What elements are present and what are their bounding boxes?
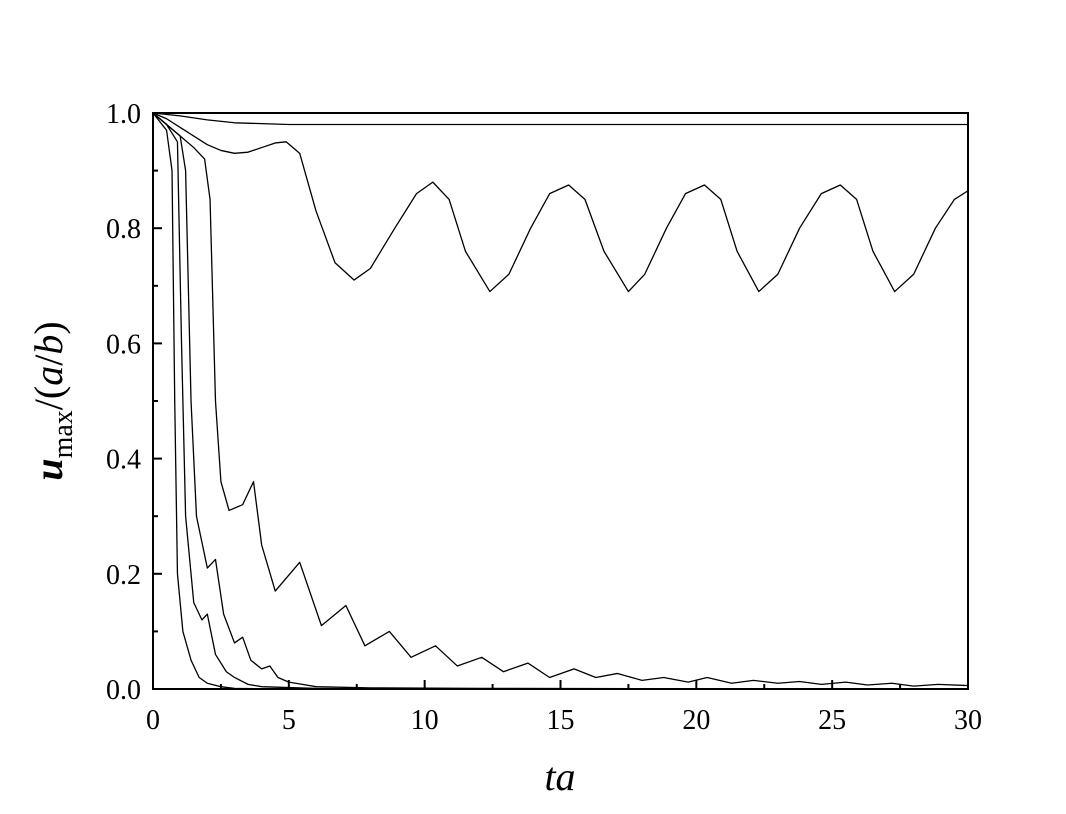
x-tick-label: 5 (282, 705, 296, 736)
y-axis-label: umax/(a/b) (26, 321, 79, 480)
y-tick-label: 0.4 (106, 445, 141, 476)
y-axis-label-part: / (26, 354, 71, 366)
y-tick-label: 0.6 (106, 329, 141, 360)
data-line (152, 112, 969, 687)
y-tick-label: 0.2 (106, 560, 141, 591)
data-line (152, 112, 969, 293)
y-axis-label-part: a (26, 366, 71, 386)
x-tick-label: 0 (146, 705, 160, 736)
x-tick-label: 15 (547, 705, 575, 736)
y-axis-label-part: /( (26, 386, 71, 410)
x-tick-label: 10 (411, 705, 439, 736)
data-line (152, 112, 969, 690)
plot-frame (152, 112, 969, 690)
y-axis-label-part: max (48, 410, 79, 458)
data-line (152, 112, 968, 126)
y-axis-label-part: ) (26, 321, 71, 334)
y-tick-label: 1.0 (106, 99, 141, 130)
x-tick-label: 30 (954, 705, 982, 736)
x-tick-label: 20 (682, 705, 710, 736)
data-line (152, 112, 968, 690)
y-axis-label-part: b (26, 335, 71, 355)
x-axis-label: ta (544, 754, 575, 799)
x-tick-label: 25 (818, 705, 846, 736)
data-line (152, 112, 969, 690)
y-tick-label: 0.8 (106, 214, 141, 245)
y-tick-label: 0.0 (106, 675, 141, 706)
y-axis-label-part: u (26, 458, 71, 480)
